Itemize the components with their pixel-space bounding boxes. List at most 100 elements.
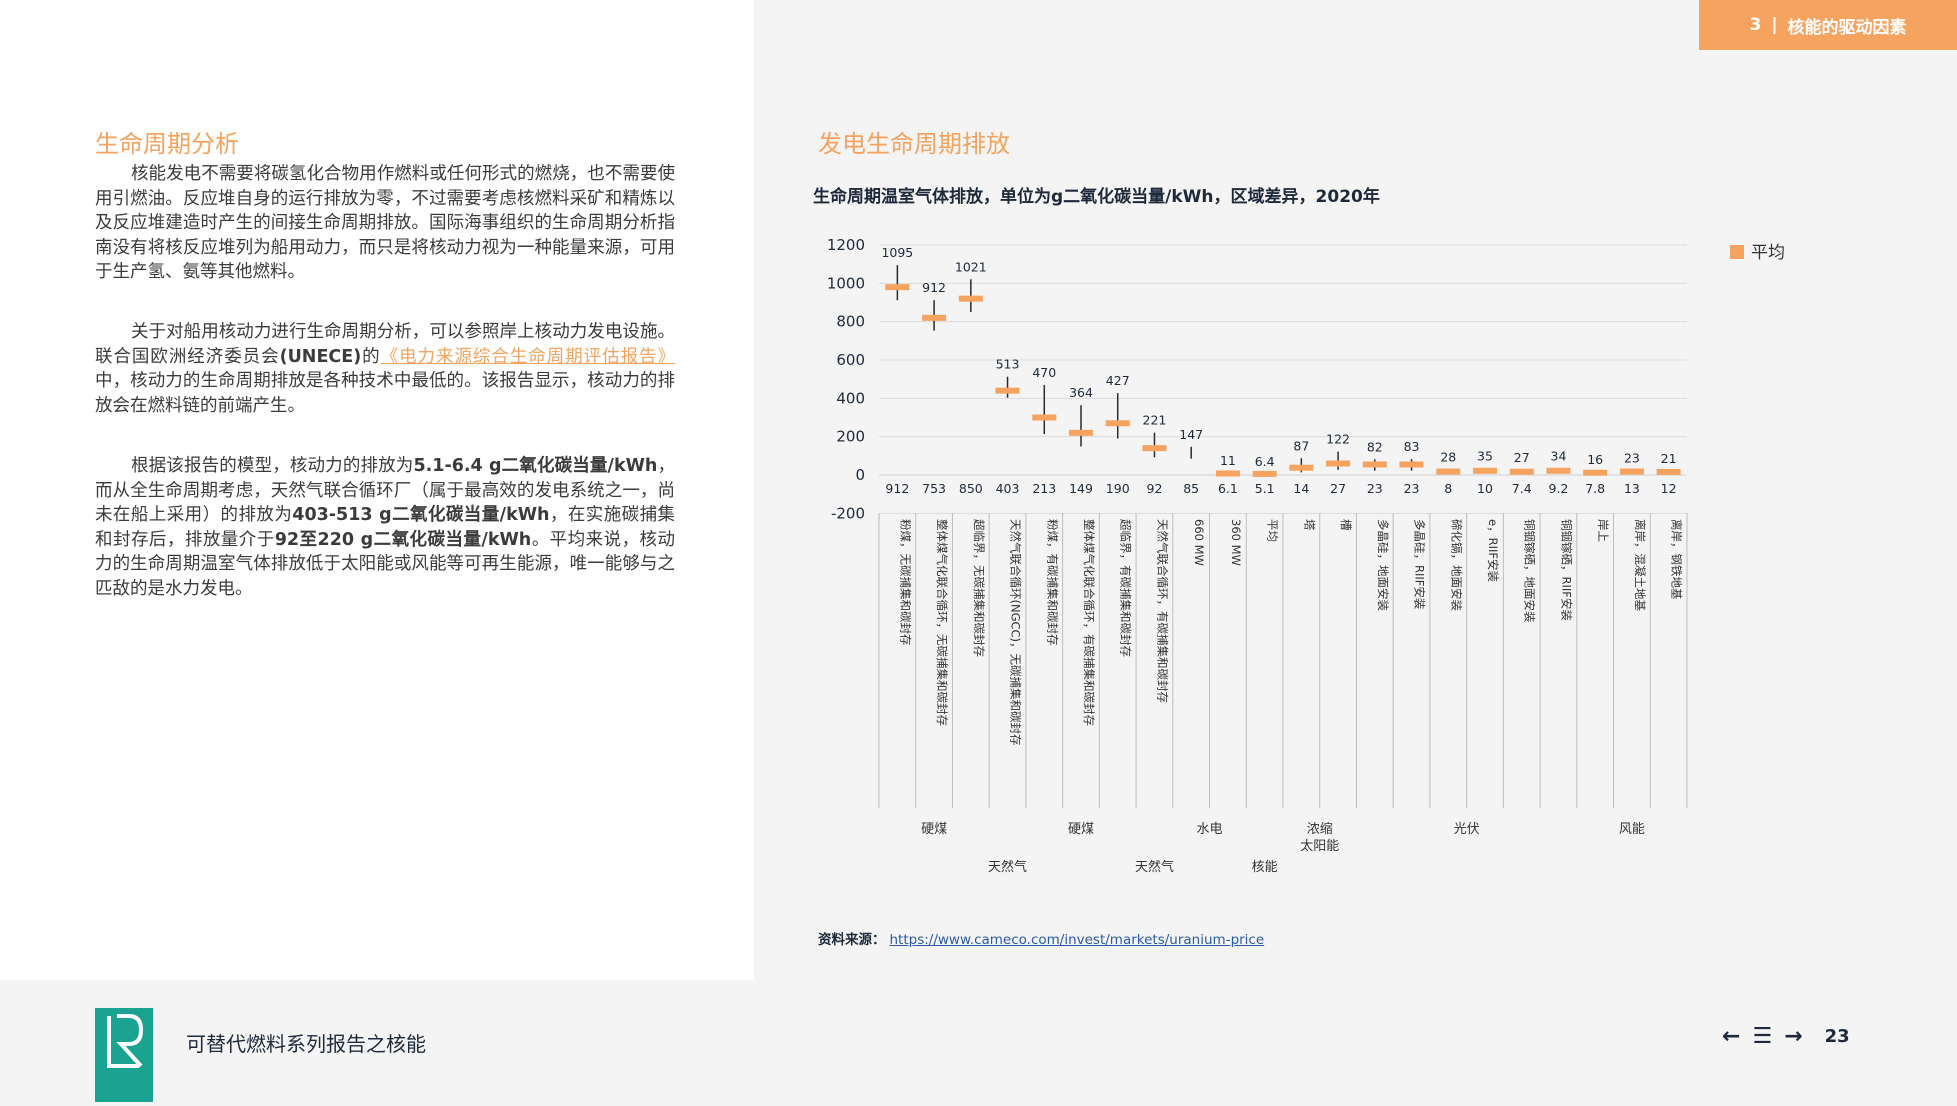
max-data-label: 11	[1220, 453, 1236, 468]
paragraph-3: 根据该报告的模型，核动力的排放为5.1-6.4 g二氧化碳当量/kWh，而从全生…	[95, 454, 675, 601]
category-label: 粉煤，无碳捕集和碳封存	[898, 519, 912, 646]
y-tick-label: -200	[831, 504, 865, 522]
category-label: 铜铟镓硒，RIIF安装	[1559, 519, 1573, 621]
max-data-label: 364	[1069, 385, 1093, 400]
p3-a: 根据该报告的模型，核动力的排放为	[131, 456, 414, 476]
max-data-label: 1095	[881, 245, 913, 260]
y-tick-label: 1200	[827, 236, 865, 254]
max-data-label: 16	[1587, 452, 1603, 467]
max-data-label: 470	[1032, 365, 1056, 380]
group-label: 风能	[1619, 822, 1645, 837]
p3-nuclear-range: 5.1-6.4 g二氧化碳当量/kWh	[413, 456, 658, 476]
category-label: 360 MW	[1229, 519, 1243, 566]
category-label: 槽	[1339, 519, 1353, 531]
p3-ccs-range: 92至220 g二氧化碳当量/kWh	[274, 529, 532, 550]
y-tick-label: 0	[855, 466, 865, 484]
category-label: 平均	[1266, 519, 1280, 542]
category-label: 整体煤气化联合循环，无碳捕集和碳封存	[935, 519, 949, 726]
category-label: 660 MW	[1192, 519, 1206, 566]
min-data-label: 403	[996, 481, 1020, 496]
paragraph-1-text: 核能发电不需要将碳氢化合物用作燃料或任何形式的燃烧，也不需要使用引燃油。反应堆自…	[95, 164, 675, 282]
p3-c: ，而从全生命周期考虑，天然气联合循环厂（属于最高效的发电系统之一，尚未在船上采用…	[95, 456, 676, 525]
right-panel	[754, 0, 1957, 980]
category-label: 离岸，混凝土地基	[1633, 519, 1647, 611]
group-label: 硬煤	[1068, 822, 1094, 837]
max-data-label: 427	[1106, 373, 1130, 388]
average-marker	[1436, 468, 1461, 475]
footer	[0, 980, 1957, 1102]
average-marker	[1583, 469, 1608, 476]
min-data-label: 92	[1147, 481, 1163, 496]
max-data-label: 513	[996, 357, 1020, 372]
arrow-left-icon[interactable]: ←	[1722, 1024, 1741, 1049]
group-label: 光伏	[1454, 822, 1480, 837]
legend-label: 平均	[1751, 243, 1785, 263]
average-marker	[1546, 467, 1571, 474]
menu-icon[interactable]: ☰	[1752, 1024, 1773, 1049]
category-label: 天然气联合循环(NGCC)，无碳捕集和碳封存	[1009, 519, 1023, 746]
p2-unece: (UNECE)	[279, 346, 362, 367]
average-marker	[885, 284, 910, 291]
paragraph-1: 核能发电不需要将碳氢化合物用作燃料或任何形式的燃烧，也不需要使用引燃油。反应堆自…	[95, 162, 675, 285]
min-data-label: 14	[1293, 481, 1309, 496]
group-label: 核能	[1252, 860, 1278, 875]
group-label: 浓缩太阳能	[1300, 821, 1339, 854]
source-label: 资料来源：	[818, 932, 886, 948]
max-data-label: 147	[1179, 427, 1203, 442]
max-data-label: 912	[922, 280, 946, 295]
chapter-separator: |	[1771, 15, 1778, 35]
y-tick-label: 800	[836, 313, 865, 331]
max-data-label: 6.4	[1255, 454, 1275, 469]
average-marker	[995, 387, 1020, 394]
average-marker	[1032, 414, 1057, 421]
average-marker	[1252, 470, 1277, 477]
min-data-label: 27	[1330, 481, 1346, 496]
paragraph-2-text: 关于对船用核动力进行生命周期分析，可以参照岸上核动力发电设施。联合国欧洲经济委员…	[95, 320, 675, 418]
category-label: 天然气联合循环，有碳捕集和碳封存	[1155, 519, 1169, 703]
report-link[interactable]: 《电力来源综合生命周期评估报告》	[380, 346, 676, 367]
source-link[interactable]: https://www.cameco.com/invest/markets/ur…	[889, 932, 1265, 948]
min-data-label: 8	[1444, 481, 1452, 496]
group-label-line: 太阳能	[1300, 839, 1339, 854]
average-marker	[1473, 467, 1497, 474]
section-title-lifecycle: 生命周期分析	[95, 130, 239, 158]
max-data-label: 35	[1477, 448, 1493, 463]
chapter-number: 3	[1749, 15, 1762, 35]
group-label: 天然气	[988, 859, 1027, 875]
min-data-label: 190	[1106, 481, 1130, 496]
category-label: e，RIIF安装	[1486, 519, 1500, 582]
min-data-label: 7.4	[1512, 481, 1532, 496]
p2-c: 中，核动力的生命周期排放是各种技术中最低的。该报告显示，核动力的排放会在燃料链的…	[95, 371, 675, 416]
min-data-label: 10	[1477, 481, 1493, 496]
min-data-label: 850	[959, 481, 983, 496]
chapter-tab[interactable]: 3 | 核能的驱动因素	[1699, 0, 1957, 50]
min-data-label: 5.1	[1255, 481, 1275, 496]
paragraph-3-text: 根据该报告的模型，核动力的排放为5.1-6.4 g二氧化碳当量/kWh，而从全生…	[95, 454, 675, 601]
category-label: 铜铟镓硒，地面安装	[1523, 519, 1537, 623]
min-data-label: 13	[1624, 481, 1640, 496]
p2-a: 关于对船用核动力进行生命周期分析，可以参照岸上核动力发电设施。联合国欧洲经济委员…	[95, 322, 675, 367]
min-data-label: 912	[885, 481, 909, 496]
max-data-label: 23	[1624, 451, 1640, 466]
average-marker	[1362, 461, 1387, 468]
category-label: 岸上	[1596, 519, 1610, 542]
max-data-label: 221	[1143, 413, 1167, 428]
min-data-label: 23	[1367, 481, 1383, 496]
page-number: 23	[1824, 1026, 1850, 1047]
max-data-label: 34	[1551, 448, 1567, 463]
category-label: 塔	[1302, 519, 1316, 531]
footer-nav: ← ☰ → 23	[1722, 1024, 1850, 1049]
category-label: 整体煤气化联合循环，有碳捕集和碳封存	[1082, 519, 1096, 726]
group-label: 硬煤	[921, 822, 947, 837]
category-label: 超临界，有碳捕集和碳封存	[1119, 519, 1133, 657]
category-label: 多晶硅，地面安装	[1376, 519, 1390, 611]
lr-logo-icon	[95, 1008, 153, 1102]
footer-report-title: 可替代燃料系列报告之核能	[186, 1032, 426, 1056]
y-tick-label: 1000	[827, 274, 865, 292]
min-data-label: 753	[922, 481, 946, 496]
category-label: 多晶硅，RIIF安装	[1413, 519, 1427, 610]
average-marker	[922, 314, 947, 321]
group-label-line: 浓缩	[1307, 821, 1333, 837]
arrow-right-icon[interactable]: →	[1784, 1024, 1803, 1049]
average-marker	[1509, 468, 1534, 475]
